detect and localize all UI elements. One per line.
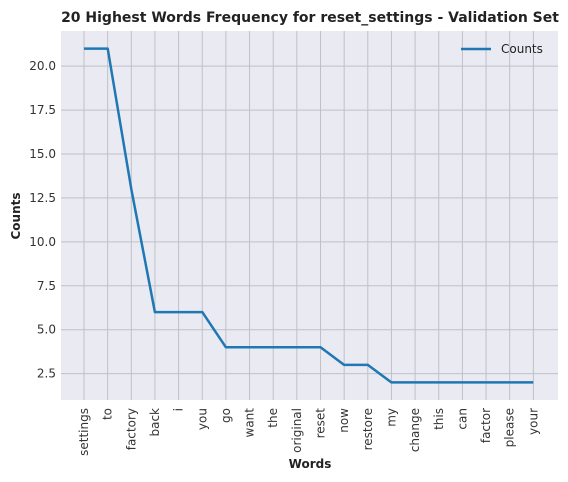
x-tick-label: please [503, 408, 517, 447]
legend-label-counts: Counts [501, 42, 543, 56]
y-tick-label: 20.0 [29, 59, 56, 73]
series-group [83, 47, 534, 384]
x-tick-label: my [384, 408, 398, 427]
x-tick-label: factory [124, 408, 138, 450]
x-tick-label: change [408, 408, 422, 452]
x-tick-label: i [172, 408, 186, 411]
x-tick-label: to [101, 408, 115, 420]
y-tick-label: 2.5 [37, 367, 56, 381]
x-tick-label: this [432, 408, 446, 430]
x-axis-label: Words [289, 457, 332, 471]
x-tick-label: reset [314, 408, 328, 439]
y-tick-label: 5.0 [37, 323, 56, 337]
y-tick-label: 10.0 [29, 235, 56, 249]
legend: Counts [461, 42, 543, 56]
x-tick-label: restore [361, 408, 375, 450]
x-tick-label: can [455, 408, 469, 430]
chart-title: 20 Highest Words Frequency for reset_set… [61, 10, 559, 26]
y-axis-label: Counts [9, 192, 23, 239]
x-tick-label: factor [479, 408, 493, 443]
plot-area [61, 31, 558, 400]
x-tick-label: original [290, 408, 304, 453]
x-tick-label: the [266, 408, 280, 428]
y-tick-label: 12.5 [29, 191, 56, 205]
y-axis: 2.5 5.0 7.5 10.0 12.5 15.0 17.5 20.0 [29, 59, 56, 381]
grid [61, 31, 558, 400]
x-tick-label: back [148, 408, 162, 437]
y-tick-label: 7.5 [37, 279, 56, 293]
y-tick-label: 15.0 [29, 147, 56, 161]
x-tick-label: now [337, 408, 351, 433]
x-axis: settings to factory back i you go want the origin… [77, 408, 540, 456]
x-tick-label: you [195, 408, 209, 430]
series-line-counts [84, 47, 534, 384]
x-tick-label: settings [77, 408, 91, 456]
x-tick-label: want [243, 408, 257, 438]
y-tick-label: 17.5 [29, 103, 56, 117]
x-tick-label: go [219, 408, 233, 423]
x-tick-label: your [526, 408, 540, 435]
